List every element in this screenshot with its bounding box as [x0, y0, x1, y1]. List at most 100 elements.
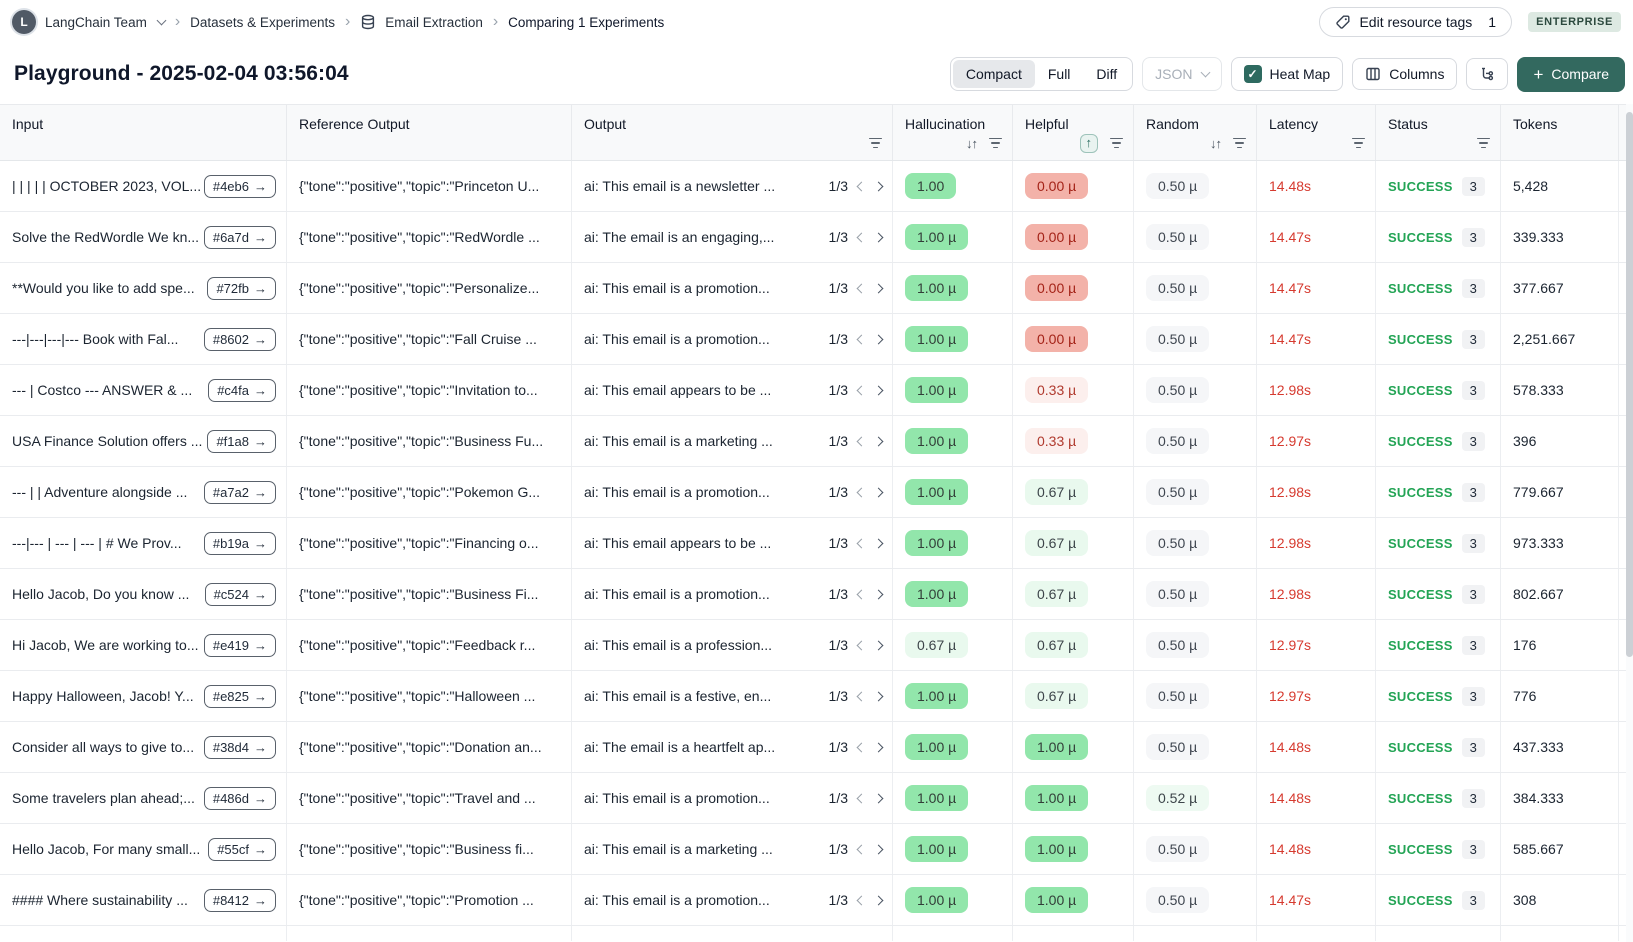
chevron-left-icon[interactable]	[856, 742, 867, 752]
example-id-badge[interactable]: #72fb →	[207, 276, 276, 300]
example-id-badge[interactable]: #e825 →	[203, 684, 276, 708]
column-header-helpful[interactable]: Helpful ↑	[1013, 105, 1134, 160]
filter-icon[interactable]	[869, 137, 882, 149]
column-header-output[interactable]: Output	[572, 105, 893, 160]
chevron-right-icon[interactable]	[873, 283, 884, 293]
filter-icon[interactable]	[1352, 137, 1365, 149]
chevron-right-icon[interactable]	[873, 589, 884, 599]
example-id-badge[interactable]: #8602 →	[203, 327, 276, 351]
table-row[interactable]: ---|--- | --- | --- | # We Prov... #b19a…	[0, 518, 1626, 569]
example-id-badge[interactable]: #486d →	[203, 786, 276, 810]
scrollbar-thumb[interactable]	[1626, 112, 1633, 657]
column-header-latency[interactable]: Latency	[1257, 105, 1376, 160]
chevron-left-icon[interactable]	[856, 844, 867, 854]
table-row[interactable]: Some travelers plan ahead;... #486d → {"…	[0, 773, 1626, 824]
chevron-right-icon[interactable]	[873, 232, 884, 242]
org-avatar[interactable]: L	[12, 10, 36, 34]
example-id-badge[interactable]: #f1a8 →	[207, 429, 276, 453]
breadcrumb-team[interactable]: LangChain Team	[45, 14, 147, 30]
chevron-left-icon[interactable]	[856, 283, 867, 293]
tree-view-button[interactable]	[1466, 58, 1509, 90]
filter-icon[interactable]	[989, 137, 1002, 149]
chevron-right-icon[interactable]	[873, 793, 884, 803]
table-row[interactable]: Hello Jacob, Do you know ... #c524 → {"t…	[0, 569, 1626, 620]
chevron-left-icon[interactable]	[856, 385, 867, 395]
view-mode-diff[interactable]: Diff	[1096, 66, 1118, 82]
chevron-left-icon[interactable]	[856, 436, 867, 446]
table-row[interactable]: #### Where sustainability ... #8412 → {"…	[0, 875, 1626, 926]
chevron-right-icon[interactable]	[873, 385, 884, 395]
table-row[interactable]: Consider all ways to give to... #38d4 → …	[0, 722, 1626, 773]
vertical-scrollbar[interactable]	[1626, 104, 1633, 942]
json-format-dropdown[interactable]: JSON	[1142, 57, 1222, 91]
columns-button[interactable]: Columns	[1352, 58, 1458, 90]
chevron-left-icon[interactable]	[856, 181, 867, 191]
chevron-right-icon[interactable]	[873, 334, 884, 344]
chevron-right-icon[interactable]	[873, 844, 884, 854]
chevron-right-icon[interactable]	[873, 487, 884, 497]
column-header-status[interactable]: Status	[1376, 105, 1501, 160]
chevron-left-icon[interactable]	[856, 487, 867, 497]
chevron-right-icon[interactable]	[873, 181, 884, 191]
table-row[interactable]: Hello Jacob, For many small... #55cf → {…	[0, 824, 1626, 875]
random-score-badge: 0.50 µ	[1146, 275, 1210, 301]
filter-icon[interactable]	[1477, 137, 1490, 149]
example-id-badge[interactable]: #38d4 →	[203, 735, 276, 759]
latency-value: 12.97s	[1269, 637, 1312, 653]
column-header-hallucination[interactable]: Hallucination ↓↑	[893, 105, 1013, 160]
chevron-left-icon[interactable]	[856, 895, 867, 905]
edit-resource-tags-button[interactable]: Edit resource tags 1	[1319, 7, 1513, 37]
table-row[interactable]: Happy Halloween, Jacob! Y... #e825 → {"t…	[0, 671, 1626, 722]
table-row[interactable]: --- | | Adventure alongside ... #a7a2 → …	[0, 467, 1626, 518]
example-id-badge[interactable]: #55cf →	[208, 837, 276, 861]
chevron-left-icon[interactable]	[856, 589, 867, 599]
table-row[interactable]: ---|---|---|--- Book with Fal... #8602 →…	[0, 314, 1626, 365]
compare-button[interactable]: + Compare	[1517, 56, 1625, 92]
chevron-left-icon[interactable]	[856, 334, 867, 344]
chevron-left-icon[interactable]	[856, 538, 867, 548]
sort-ascending-icon[interactable]: ↑	[1079, 133, 1098, 153]
chevron-right-icon[interactable]	[873, 640, 884, 650]
chevron-left-icon[interactable]	[856, 691, 867, 701]
filter-icon[interactable]	[1233, 137, 1246, 149]
hallucination-cell: 1.00	[893, 161, 1013, 211]
filter-icon[interactable]	[1110, 137, 1123, 149]
view-mode-compact[interactable]: Compact	[952, 60, 1035, 88]
chevron-down-icon[interactable]	[156, 15, 167, 26]
sort-icon[interactable]: ↓↑	[1210, 135, 1222, 151]
chevron-right-icon[interactable]	[873, 691, 884, 701]
table-row[interactable]: | | | | | OCTOBER 2023, VOL... #4eb6 → {…	[0, 161, 1626, 212]
column-header-random[interactable]: Random ↓↑	[1134, 105, 1257, 160]
example-id-badge[interactable]: #c4fa →	[208, 378, 276, 402]
heat-map-checkbox[interactable]: ✓	[1243, 65, 1262, 83]
chevron-right-icon[interactable]	[873, 538, 884, 548]
view-mode-full[interactable]: Full	[1047, 66, 1071, 82]
sort-icon[interactable]: ↓↑	[966, 135, 978, 151]
chevron-left-icon[interactable]	[856, 232, 867, 242]
breadcrumb-dataset-name[interactable]: Email Extraction	[385, 14, 483, 30]
table-row[interactable]: --- | Costco --- ANSWER & ... #c4fa → {"…	[0, 365, 1626, 416]
example-id-badge[interactable]: #c524 →	[204, 582, 276, 606]
table-row[interactable]: USA Finance Solution offers ... #f1a8 → …	[0, 416, 1626, 467]
heat-map-toggle[interactable]: ✓ Heat Map	[1230, 57, 1344, 91]
example-id-badge[interactable]: #4eb6 →	[203, 174, 276, 198]
table-row[interactable]: **Would you like to add spe... #72fb → {…	[0, 263, 1626, 314]
input-text: Hi Jacob, We are working to...	[12, 637, 199, 653]
column-header-input[interactable]: Input	[0, 105, 287, 160]
example-id-badge[interactable]: #a7a2 →	[203, 480, 276, 504]
reference-output-cell: {"tone":"positive","topic":"Promotion ..…	[287, 875, 572, 925]
column-header-tokens[interactable]: Tokens	[1501, 105, 1619, 160]
example-id-badge[interactable]: #8412 →	[203, 888, 276, 912]
chevron-right-icon[interactable]	[873, 742, 884, 752]
chevron-left-icon[interactable]	[856, 793, 867, 803]
example-id-badge[interactable]: #6a7d →	[203, 225, 276, 249]
chevron-right-icon[interactable]	[873, 436, 884, 446]
breadcrumb-datasets[interactable]: Datasets & Experiments	[190, 14, 335, 30]
table-row[interactable]: Solve the RedWordle We kn... #6a7d → {"t…	[0, 212, 1626, 263]
column-header-reference-output[interactable]: Reference Output	[287, 105, 572, 160]
chevron-right-icon[interactable]	[873, 895, 884, 905]
table-row[interactable]: Hi Jacob, We are working to... #e419 → {…	[0, 620, 1626, 671]
example-id-badge[interactable]: #e419 →	[203, 633, 276, 657]
example-id-badge[interactable]: #b19a →	[203, 531, 276, 555]
chevron-left-icon[interactable]	[856, 640, 867, 650]
